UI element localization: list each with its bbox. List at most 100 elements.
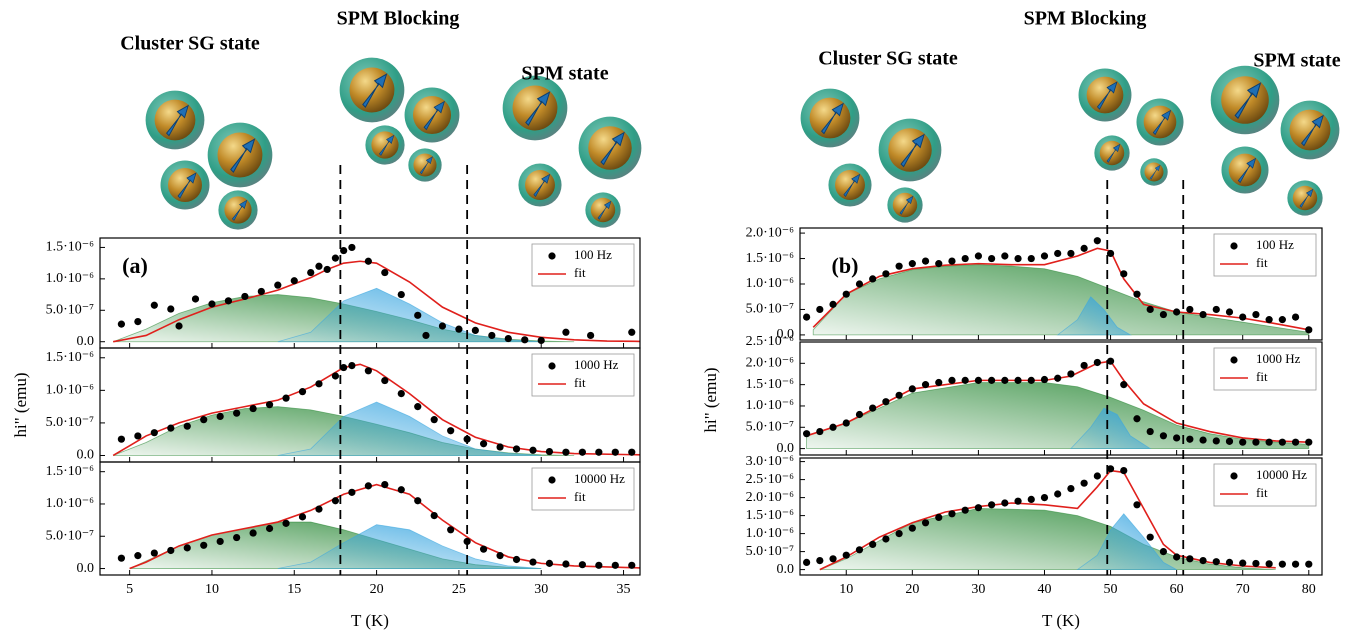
data-point [975,252,982,259]
data-point [909,260,916,267]
data-point [1067,370,1074,377]
data-point [447,526,454,533]
data-point [299,388,306,395]
legend-marker [548,252,555,259]
data-point [1226,438,1233,445]
particle [879,119,942,182]
data-point [1081,362,1088,369]
data-point [365,258,372,265]
data-point [381,481,388,488]
data-point [962,377,969,384]
data-point [948,377,955,384]
data-point [962,255,969,262]
data-point [1186,555,1193,562]
y-tick-label: 2.0·10⁻⁶ [746,225,795,240]
data-point [579,561,586,568]
y-tick-label: 0.0 [77,561,95,576]
illustrations [146,58,1340,230]
data-point [1028,255,1035,262]
legend-label: fit [1256,485,1268,500]
x-tick-label: 40 [1037,582,1051,597]
y-tick-label: 5.0·10⁻⁷ [746,544,795,559]
y-tick-label: 5.0·10⁻⁷ [46,415,95,430]
data-point [348,489,355,496]
annotation: Cluster SG state [818,48,958,70]
data-point [1094,472,1101,479]
legend-label: fit [574,265,586,280]
data-point [266,525,273,532]
y-tick-label: 1.0·10⁻⁶ [746,398,795,413]
annotation: SPM Blocking [337,8,460,30]
y-tick-label: 5.0·10⁻⁷ [746,420,795,435]
particle [579,117,642,180]
data-point [480,440,487,447]
data-point [803,313,810,320]
data-point [192,295,199,302]
component-area [807,383,1309,449]
particle [1221,146,1268,193]
data-point [1199,436,1206,443]
annotation: Cluster SG state [120,33,260,55]
data-point [307,269,314,276]
data-point [233,410,240,417]
data-point [505,335,512,342]
data-point [1305,561,1312,568]
legend-marker [548,362,555,369]
data-point [562,560,569,567]
data-point [1266,439,1273,446]
y-tick-label: 2.0·10⁻⁶ [746,356,795,371]
data-point [315,506,322,513]
x-tick-label: 35 [617,582,631,597]
data-point [882,270,889,277]
data-point [988,255,995,262]
data-point [948,257,955,264]
y-tick-label: 1.0·10⁻⁶ [46,496,95,511]
data-point [299,513,306,520]
data-point [398,291,405,298]
data-point [922,519,929,526]
data-point [948,510,955,517]
y-tick-label: 1.5·10⁻⁶ [746,377,795,392]
data-point [1081,480,1088,487]
particle [365,125,404,164]
legend-marker [1230,472,1237,479]
data-point [291,277,298,284]
data-point [1147,534,1154,541]
data-point [816,428,823,435]
data-point [803,559,810,566]
annotation: SPM state [1253,50,1340,72]
data-point [856,280,863,287]
data-point [869,541,876,548]
data-point [398,390,405,397]
data-point [225,297,232,304]
legend-label: 10000 Hz [574,471,625,486]
data-point [538,337,545,344]
data-point [1041,376,1048,383]
data-point [250,405,257,412]
data-point [134,432,141,439]
particle [208,123,273,188]
y-tick-label: 5.0·10⁻⁷ [746,302,795,317]
data-point [935,379,942,386]
y-tick-label: 1.0·10⁻⁶ [46,271,95,286]
particle [1140,158,1167,185]
y-tick-label: 1.5·10⁻⁶ [46,350,95,365]
data-point [332,255,339,262]
data-point [1292,561,1299,568]
data-point [348,362,355,369]
particle [1094,135,1129,170]
particle [408,148,441,181]
data-point [274,282,281,289]
data-point [167,425,174,432]
data-point [612,449,619,456]
data-point [332,497,339,504]
data-point [1173,434,1180,441]
y-tick-label: 5.0·10⁻⁷ [46,528,95,543]
data-point [118,321,125,328]
legend-marker [548,476,555,483]
data-point [1279,561,1286,568]
data-point [431,416,438,423]
data-point [208,300,215,307]
data-point [184,544,191,551]
data-point [365,367,372,374]
